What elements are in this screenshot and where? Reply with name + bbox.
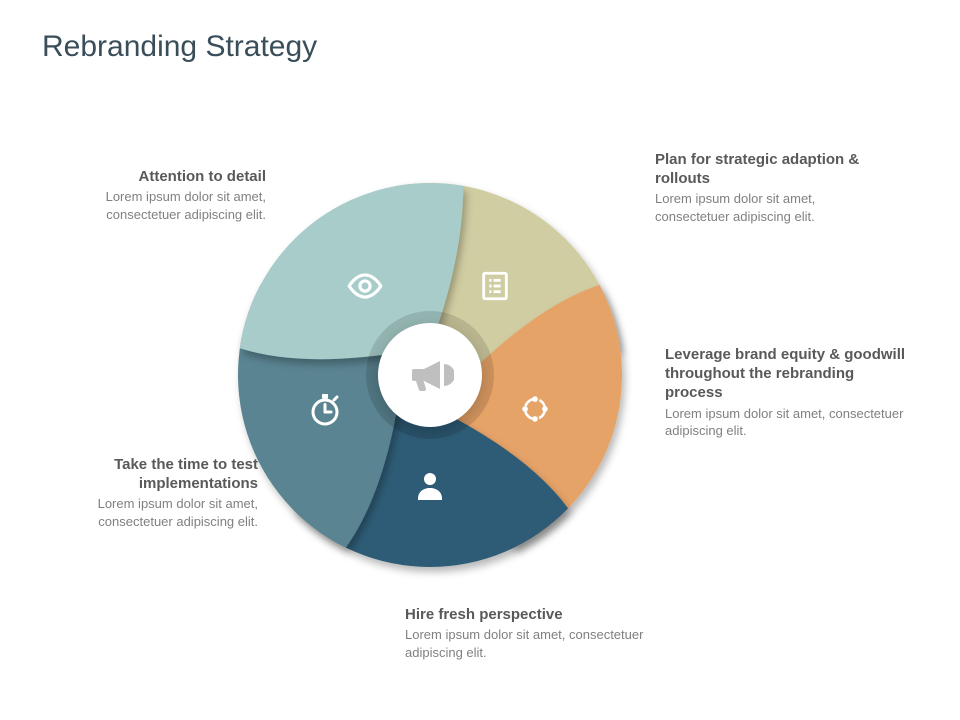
eye-icon [345, 266, 385, 306]
center-hub [366, 311, 494, 439]
page-title: Rebranding Strategy [42, 30, 317, 64]
caption-body-0: Lorem ipsum dolor sit amet, consectetuer… [655, 190, 890, 225]
caption-title-4: Attention to detail [48, 167, 266, 186]
caption-body-3: Lorem ipsum dolor sit amet, consectetuer… [33, 495, 258, 530]
caption-2: Hire fresh perspective Lorem ipsum dolor … [405, 605, 655, 661]
caption-0: Plan for strategic adaption & rolloutsLo… [655, 150, 890, 225]
caption-title-2: Hire fresh perspective [405, 605, 655, 624]
stopwatch-icon [305, 389, 345, 429]
caption-3: Take the time to test implementationsLor… [33, 455, 258, 530]
caption-4: Attention to detail Lorem ipsum dolor sit… [48, 167, 266, 223]
caption-title-1: Leverage brand equity & goodwill through… [665, 345, 915, 403]
caption-title-3: Take the time to test implementations [33, 455, 258, 493]
caption-body-4: Lorem ipsum dolor sit amet, consectetuer… [48, 188, 266, 223]
megaphone-icon [406, 351, 454, 399]
checklist-icon [475, 266, 515, 306]
center-hub-inner [378, 323, 482, 427]
caption-body-2: Lorem ipsum dolor sit amet, consectetuer… [405, 626, 655, 661]
caption-body-1: Lorem ipsum dolor sit amet, consectetuer… [665, 405, 915, 440]
caption-title-0: Plan for strategic adaption & rollouts [655, 150, 890, 188]
caption-1: Leverage brand equity & goodwill through… [665, 345, 915, 440]
cycle-icon [515, 389, 555, 429]
person-icon [410, 465, 450, 505]
